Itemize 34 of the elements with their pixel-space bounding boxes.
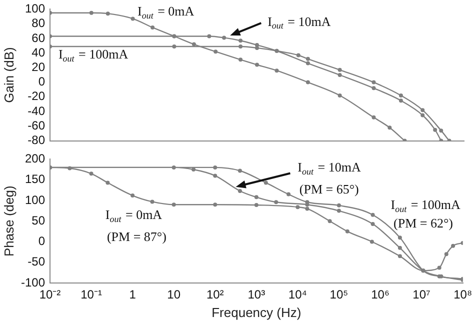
x-tick-label: 10⁵ <box>330 288 348 302</box>
x-tick-label: 10⁷ <box>412 288 430 302</box>
y-tick-label: 150 <box>24 172 46 186</box>
x-tick-label: 10² <box>206 288 224 302</box>
y-tick-label: 60 <box>32 30 46 45</box>
y-tick-label: 80 <box>32 16 46 30</box>
y-tick-label: 100 <box>24 192 46 207</box>
annotation: (PM = 65°) <box>299 182 359 197</box>
y-tick-label: -50 <box>28 254 46 269</box>
x-tick-label: 10⁻¹ <box>80 288 102 302</box>
y-tick-label: -100 <box>20 275 46 290</box>
x-tick-label: 1 <box>129 288 136 302</box>
x-tick-label: 10 <box>167 288 181 302</box>
annotation: (PM = 87°) <box>106 229 166 244</box>
y-tick-label: 40 <box>32 45 46 60</box>
x-tick-label: 10⁶ <box>371 288 390 302</box>
x-tick-label: 10⁴ <box>288 288 307 302</box>
y-tick-label: 100 <box>24 2 46 16</box>
x-tick-label: 10⁻² <box>39 288 61 302</box>
x-axis-title: Frequency (Hz) <box>212 304 302 320</box>
y-axis-title: Phase (deg) <box>1 186 16 257</box>
y-tick-label: -60 <box>28 118 46 132</box>
x-tick-label: 10⁸ <box>454 288 472 302</box>
y-tick-label: -40 <box>28 104 46 118</box>
y-tick-label: 200 <box>24 152 46 166</box>
annotation: (PM = 62°) <box>394 215 454 230</box>
y-tick-label: -20 <box>28 89 46 104</box>
y-tick-label: -80 <box>28 133 46 148</box>
y-tick-label: 50 <box>32 213 46 228</box>
y-axis-title: Gain (dB) <box>1 47 16 103</box>
y-tick-label: 0 <box>38 234 46 248</box>
y-tick-label: 20 <box>32 60 46 74</box>
y-tick-label: 0 <box>38 74 46 89</box>
x-tick-label: 10³ <box>248 288 266 302</box>
